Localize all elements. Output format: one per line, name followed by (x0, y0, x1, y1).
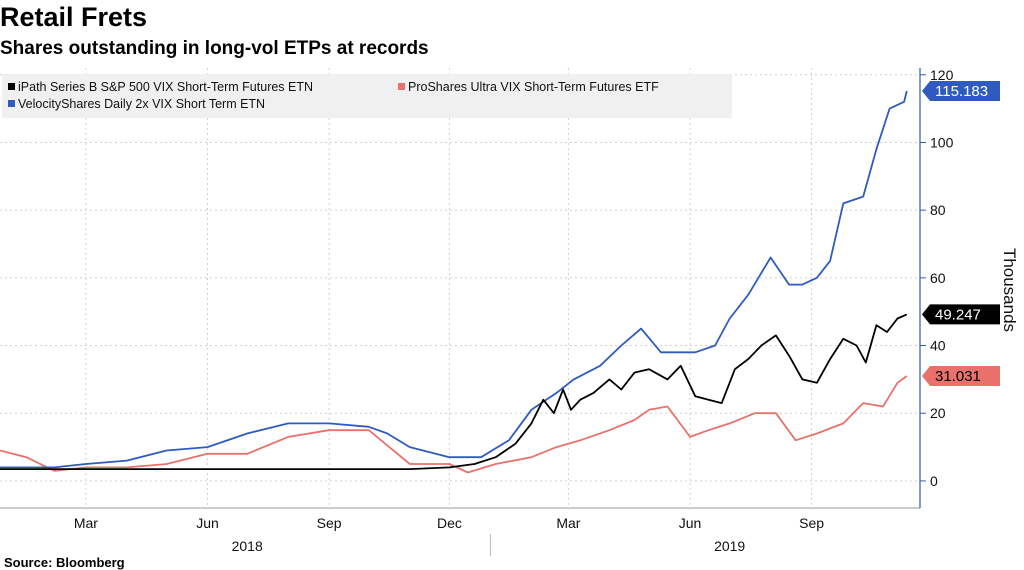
y-axis-label: Thousands (1000, 248, 1019, 332)
y-tick-label: 120 (930, 67, 954, 83)
y-tick-label: 60 (930, 270, 946, 286)
x-tick-label: Sep (799, 515, 824, 531)
y-tick-label: 40 (930, 338, 946, 354)
chart-subtitle: Shares outstanding in long-vol ETPs at r… (0, 38, 429, 59)
legend-box (2, 74, 732, 118)
legend-entry: VelocityShares Daily 2x VIX Short Term E… (18, 97, 265, 111)
legend: iPath Series B S&P 500 VIX Short-Term Fu… (2, 74, 732, 118)
value-tag (922, 366, 1000, 386)
value-tag (922, 81, 1000, 102)
legend-entry: ProShares Ultra VIX Short-Term Futures E… (408, 80, 659, 94)
x-tick-label: Dec (437, 515, 462, 531)
legend-swatch (398, 83, 405, 90)
x-tick-label: Sep (317, 515, 342, 531)
x-tick-label: Mar (556, 515, 580, 531)
value-tags: 49.247 31.031 115.183 (922, 81, 1000, 386)
series-line (0, 375, 908, 474)
legend-entry: iPath Series B S&P 500 VIX Short-Term Fu… (18, 80, 313, 94)
chart-title: Retail Frets (0, 2, 148, 32)
value-tag-label: 49.247 (935, 306, 981, 323)
series-lines (0, 90, 908, 474)
y-tick-label: 20 (930, 405, 946, 421)
legend-swatch (8, 100, 15, 107)
x-tick-label: Jun (679, 515, 702, 531)
x-tick-label: Jun (196, 515, 219, 531)
y-tick-label: 100 (930, 134, 954, 150)
series-line (0, 313, 908, 471)
value-tag-label: 31.031 (935, 368, 981, 385)
y-tick-label: 0 (930, 473, 938, 489)
value-tag-label: 115.183 (935, 83, 988, 100)
value-tag (922, 304, 1000, 325)
axes: 0 20 40 60 80 100 120 Mar Jun Sep Dec Mar Jun Sep 2018… (0, 67, 1019, 556)
source-note: Source: Bloomberg (4, 555, 125, 570)
x-tick-label: Mar (74, 515, 98, 531)
x-year-label: 2019 (714, 538, 745, 554)
x-year-label: 2018 (232, 538, 263, 554)
y-tick-label: 80 (930, 202, 946, 218)
series-line (0, 90, 908, 469)
gridlines (0, 68, 920, 508)
legend-swatch (8, 83, 15, 90)
